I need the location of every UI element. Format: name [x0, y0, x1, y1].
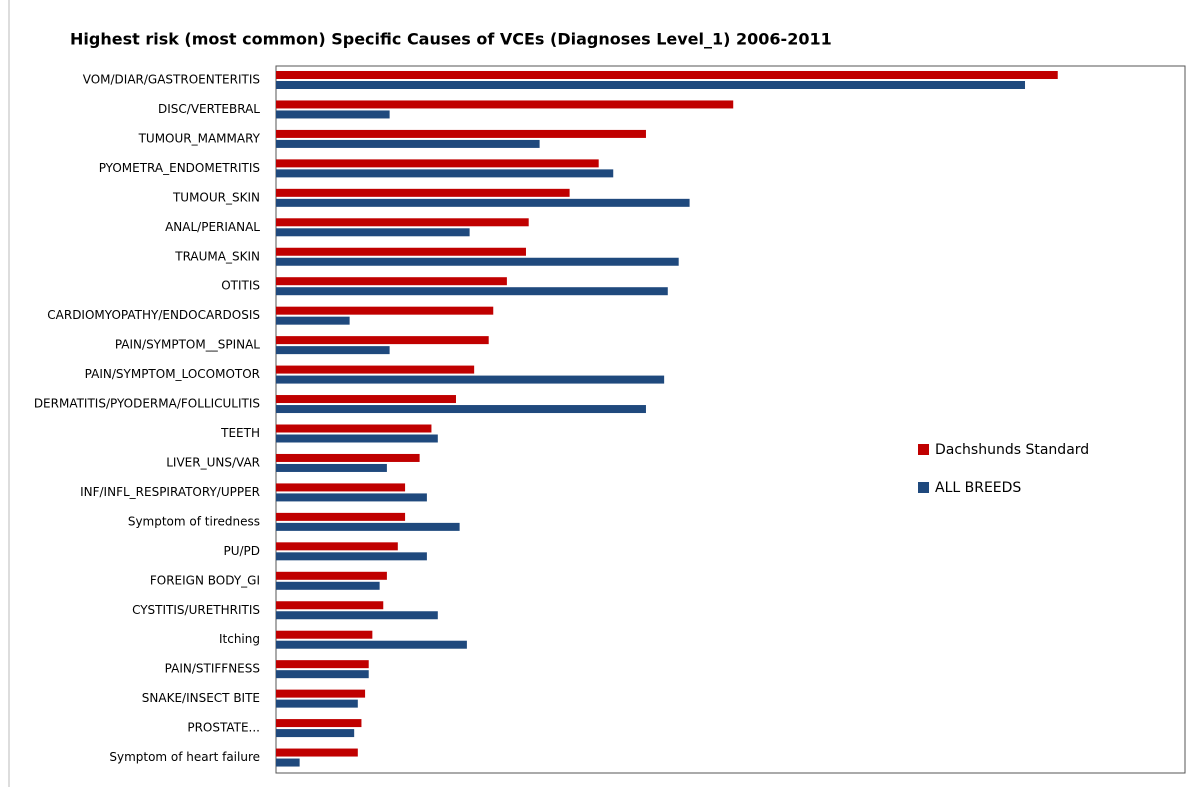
- y-tick-label: PAIN/SYMPTOM__SPINAL: [115, 338, 260, 352]
- bar: [276, 748, 358, 757]
- chart-title: Highest risk (most common) Specific Caus…: [70, 30, 832, 49]
- legend-label: Dachshunds Standard: [935, 442, 1089, 458]
- y-tick-label: ANAL/PERIANAL: [165, 220, 260, 234]
- y-tick-label: Symptom of heart failure: [109, 750, 260, 764]
- bar: [276, 453, 420, 462]
- bar: [276, 346, 390, 355]
- bar: [276, 71, 1058, 79]
- y-tick-label: Symptom of tiredness: [128, 514, 260, 528]
- bar: [276, 336, 489, 345]
- bar: [276, 660, 369, 669]
- bar: [276, 169, 614, 178]
- bar: [276, 375, 665, 384]
- bar: [276, 630, 373, 639]
- bar: [276, 129, 646, 138]
- bar: [276, 395, 456, 404]
- y-tick-label: CARDIOMYOPATHY/ENDOCARDOSIS: [47, 308, 260, 322]
- bar: [276, 493, 427, 502]
- legend-label: ALL BREEDS: [935, 480, 1021, 496]
- bar: [276, 277, 507, 286]
- bar: [276, 306, 494, 315]
- bar: [276, 542, 398, 551]
- bar: [276, 405, 646, 414]
- bar: [276, 316, 350, 325]
- y-tick-label: TEETH: [220, 426, 260, 440]
- bar: [276, 159, 599, 168]
- bar: [276, 198, 690, 207]
- y-tick-label: SNAKE/INSECT BITE: [142, 691, 260, 705]
- bar: [276, 257, 679, 266]
- y-tick-label: Itching: [219, 632, 260, 646]
- bar: [276, 139, 540, 148]
- y-tick-label: PROSTATE...: [187, 721, 260, 735]
- bar: [276, 110, 390, 119]
- y-tick-label: TUMOUR_MAMMARY: [138, 131, 261, 145]
- bar: [276, 434, 438, 443]
- bar: [276, 552, 427, 561]
- y-tick-label: PAIN/STIFFNESS: [165, 662, 260, 676]
- y-tick-label: FOREIGN BODY_GI: [150, 573, 260, 587]
- plot-area: [275, 65, 1186, 774]
- bar: [276, 247, 526, 256]
- bar: [276, 581, 380, 590]
- bar: [276, 729, 355, 738]
- bar: [276, 758, 300, 767]
- bar: [276, 601, 384, 610]
- y-tick-label: TUMOUR_SKIN: [172, 190, 260, 204]
- bar: [276, 365, 475, 374]
- legend-swatch: [918, 482, 929, 493]
- y-tick-label: PU/PD: [223, 544, 260, 558]
- y-tick-label: TRAUMA_SKIN: [174, 249, 260, 263]
- y-tick-label: DERMATITIS/PYODERMA/FOLLICULITIS: [34, 397, 260, 411]
- bar: [276, 640, 467, 649]
- y-tick-label: PAIN/SYMPTOM_LOCOMOTOR: [85, 367, 260, 381]
- legend-swatch: [918, 444, 929, 455]
- y-tick-label: DISC/VERTEBRAL: [158, 102, 260, 116]
- y-tick-label: VOM/DIAR/GASTROENTERITIS: [83, 73, 260, 87]
- bar: [276, 699, 358, 708]
- bar: [276, 218, 529, 227]
- bar: [276, 689, 366, 698]
- bar: [276, 670, 369, 679]
- y-tick-label: INF/INFL_RESPIRATORY/UPPER: [80, 485, 260, 499]
- bar: [276, 719, 362, 728]
- bar: [276, 463, 387, 472]
- bar: [276, 611, 438, 620]
- bar: [276, 571, 387, 580]
- y-tick-label: LIVER_UNS/VAR: [166, 455, 260, 469]
- bar: [276, 228, 470, 237]
- bar: [276, 100, 734, 109]
- bar: [276, 522, 460, 531]
- y-tick-label: OTITIS: [221, 279, 260, 293]
- bar: [276, 188, 570, 197]
- bar: [276, 287, 668, 296]
- bar: [276, 81, 1026, 89]
- y-tick-label: CYSTITIS/URETHRITIS: [132, 603, 260, 617]
- bar: [276, 483, 406, 492]
- bar: [276, 512, 406, 521]
- bar: [276, 424, 432, 433]
- y-tick-label: PYOMETRA_ENDOMETRITIS: [99, 161, 260, 175]
